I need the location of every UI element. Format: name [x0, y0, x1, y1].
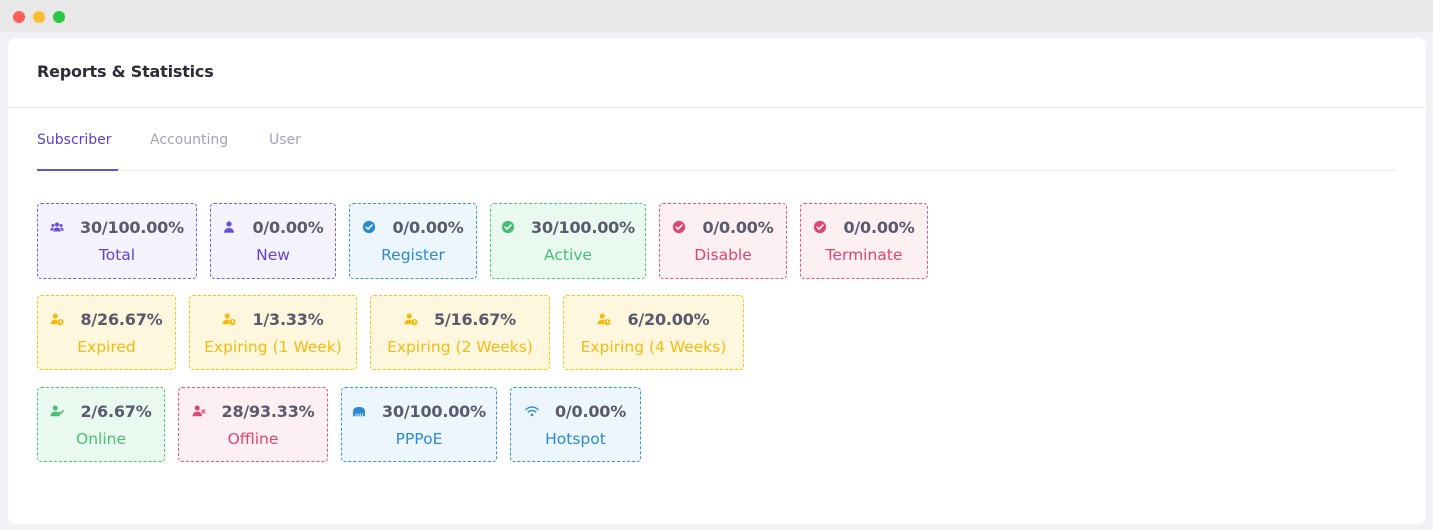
user-icon — [222, 220, 236, 234]
user-check-icon — [50, 404, 65, 418]
check-circle-icon — [362, 220, 376, 234]
user-clock-icon — [404, 312, 418, 326]
stat-total[interactable]: 30/100.00% Total — [37, 203, 197, 279]
stat-expired[interactable]: 8/26.67% Expired — [37, 295, 176, 370]
stat-value: 28/93.33% — [221, 401, 315, 421]
stat-label: PPPoE — [395, 430, 443, 448]
stat-label: Expiring (2 Weeks) — [387, 338, 533, 356]
stat-register[interactable]: 0/0.00% Register — [349, 203, 477, 279]
user-clock-icon — [222, 312, 237, 326]
header-divider — [8, 107, 1426, 108]
stat-value: 8/26.67% — [80, 309, 163, 329]
stat-terminate[interactable]: 0/0.00% Terminate — [800, 203, 928, 279]
tab-user[interactable]: User — [269, 132, 301, 148]
stat-value: 0/0.00% — [702, 217, 774, 237]
stat-label: Terminate — [825, 246, 903, 264]
stat-label: Expired — [77, 338, 136, 356]
stat-active[interactable]: 30/100.00% Active — [490, 203, 646, 279]
stat-value: 2/6.67% — [80, 401, 152, 421]
stat-offline[interactable]: 28/93.33% Offline — [178, 387, 328, 462]
ethernet-icon — [352, 404, 366, 418]
user-clock-icon — [50, 312, 65, 326]
reports-card: Reports & Statistics Subscriber Accounti… — [8, 38, 1426, 524]
check-circle-icon — [813, 220, 827, 234]
stat-label: Expiring (4 Weeks) — [580, 338, 727, 356]
close-window-button[interactable] — [13, 11, 25, 23]
stat-expiring-2-weeks[interactable]: 5/16.67% Expiring (2 Weeks) — [370, 295, 550, 370]
stat-online[interactable]: 2/6.67% Online — [37, 387, 165, 462]
stat-value: 30/100.00% — [80, 217, 184, 237]
stat-label: Active — [544, 246, 592, 264]
stat-label: Expiring (1 Week) — [204, 338, 342, 356]
tab-subscriber[interactable]: Subscriber — [37, 132, 118, 171]
page-title: Reports & Statistics — [37, 62, 214, 81]
stat-value: 5/16.67% — [433, 309, 517, 329]
user-times-icon — [192, 404, 206, 418]
stat-value: 30/100.00% — [531, 217, 635, 237]
stat-value: 0/0.00% — [843, 217, 915, 237]
stat-label: New — [256, 246, 290, 264]
maximize-window-button[interactable] — [53, 11, 65, 23]
stat-label: Hotspot — [545, 430, 606, 448]
minimize-window-button[interactable] — [33, 11, 45, 23]
user-clock-icon — [597, 312, 612, 326]
stat-hotspot[interactable]: 0/0.00% Hotspot — [510, 387, 641, 462]
stat-label: Total — [98, 246, 136, 264]
stat-expiring-1-week[interactable]: 1/3.33% Expiring (1 Week) — [189, 295, 357, 370]
stat-label: Offline — [227, 430, 279, 448]
tab-accounting[interactable]: Accounting — [150, 132, 229, 148]
stat-disable[interactable]: 0/0.00% Disable — [659, 203, 787, 279]
stat-value: 0/0.00% — [252, 217, 324, 237]
stat-value: 30/100.00% — [382, 401, 486, 421]
stat-label: Online — [76, 430, 126, 448]
stat-label: Register — [381, 246, 445, 264]
stat-label: Disable — [694, 246, 752, 264]
window-titlebar — [0, 0, 1433, 32]
users-group-icon — [50, 220, 64, 234]
stat-new[interactable]: 0/0.00% New — [210, 203, 336, 279]
stat-value: 1/3.33% — [252, 309, 324, 329]
stat-value: 6/20.00% — [627, 309, 710, 329]
tab-bar: Subscriber Accounting User — [37, 132, 1397, 171]
check-circle-icon — [501, 220, 515, 234]
stat-expiring-4-weeks[interactable]: 6/20.00% Expiring (4 Weeks) — [563, 295, 744, 370]
stat-value: 0/0.00% — [554, 401, 627, 421]
check-circle-icon — [672, 220, 686, 234]
stat-pppoe[interactable]: 30/100.00% PPPoE — [341, 387, 497, 462]
wifi-icon — [525, 404, 539, 418]
stat-value: 0/0.00% — [392, 217, 464, 237]
